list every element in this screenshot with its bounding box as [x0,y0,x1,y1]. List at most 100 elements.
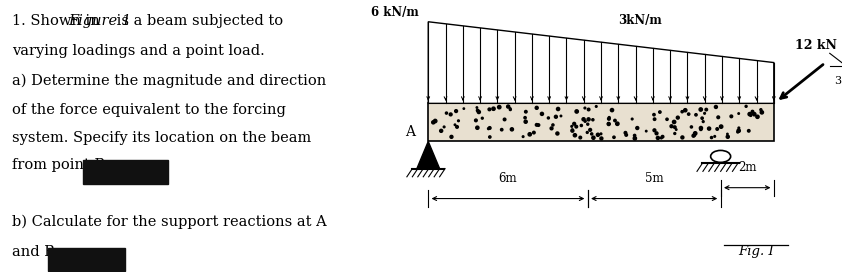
Point [647,128,661,132]
Point [566,128,579,132]
Point [591,133,605,137]
Point [434,129,448,133]
Point [650,131,663,135]
Point [705,135,718,140]
Point [619,131,632,135]
Point [631,126,644,130]
Point [549,115,562,119]
Point [569,125,583,129]
Point [519,119,532,124]
Point [450,125,464,129]
Point [647,117,661,121]
Point [746,109,759,114]
Point [520,110,533,114]
Point [516,134,530,139]
Bar [48,248,125,271]
Point [694,127,707,131]
Point [589,104,603,109]
Polygon shape [429,22,774,103]
Text: b) Calculate for the support reactions at A: b) Calculate for the support reactions a… [12,215,327,229]
Point [754,107,768,112]
Point [498,117,511,122]
Text: is a beam subjected to: is a beam subjected to [112,14,284,27]
Point [568,133,582,137]
Text: 3kN/m: 3kN/m [618,14,662,27]
Point [574,123,588,128]
Point [570,109,584,114]
Bar [429,103,774,141]
Point [620,133,633,137]
Point [565,124,578,129]
Point [679,108,692,112]
Point [476,116,489,120]
Point [495,128,509,132]
Point [470,105,483,110]
Point [669,127,683,132]
Point [743,112,756,116]
Point [675,135,689,140]
Text: system. Specify its location on the beam: system. Specify its location on the beam [12,131,311,144]
Point [732,126,745,130]
Point [546,123,560,127]
Point [578,106,592,110]
Text: varying loadings and a point load.: varying loadings and a point load. [12,44,264,57]
Point [585,132,599,136]
Point [457,106,471,111]
Point [568,122,581,126]
Point [471,108,484,113]
Point [541,116,555,120]
Point [437,125,450,129]
Point [602,122,616,126]
Text: and B.: and B. [12,245,59,259]
Text: 12 kN: 12 kN [795,39,837,52]
Point [427,120,440,125]
Point [482,126,495,131]
Point [451,119,465,123]
Point [688,133,701,137]
Point [566,128,579,133]
Text: 3: 3 [834,76,841,86]
Point [594,132,608,136]
Point [685,125,698,129]
Point [582,117,595,122]
Point [545,126,558,131]
Point [682,112,695,116]
Text: 2m: 2m [738,161,756,174]
Point [527,130,541,135]
Point [755,110,769,115]
Point [603,115,616,120]
Point [554,114,568,118]
Point [551,131,564,136]
Point [523,132,536,137]
Text: of the force equivalent to the forcing: of the force equivalent to the forcing [12,103,285,117]
Point [628,133,642,138]
Point [651,136,664,140]
Point [429,119,442,123]
Point [689,131,702,135]
Point [607,135,621,140]
Text: from point B.: from point B. [12,158,109,172]
Point [594,136,608,141]
Point [586,118,600,122]
Point [687,134,701,138]
Point [668,120,681,124]
Point [483,135,497,139]
Point [584,128,597,132]
Point [702,126,716,131]
Point [587,135,600,140]
Text: 5m: 5m [645,172,663,185]
Point [653,110,667,114]
Point [708,134,722,138]
Point [493,105,506,109]
Point [519,116,532,120]
Point [608,118,621,123]
Point [530,106,543,110]
Point [469,118,482,123]
Point [530,123,543,127]
Point [739,104,753,109]
Text: Figure 1: Figure 1 [68,14,131,27]
Point [483,126,497,130]
Text: 1. Shown in: 1. Shown in [12,14,104,27]
Text: Fig. I: Fig. I [738,245,774,258]
Point [602,117,616,121]
